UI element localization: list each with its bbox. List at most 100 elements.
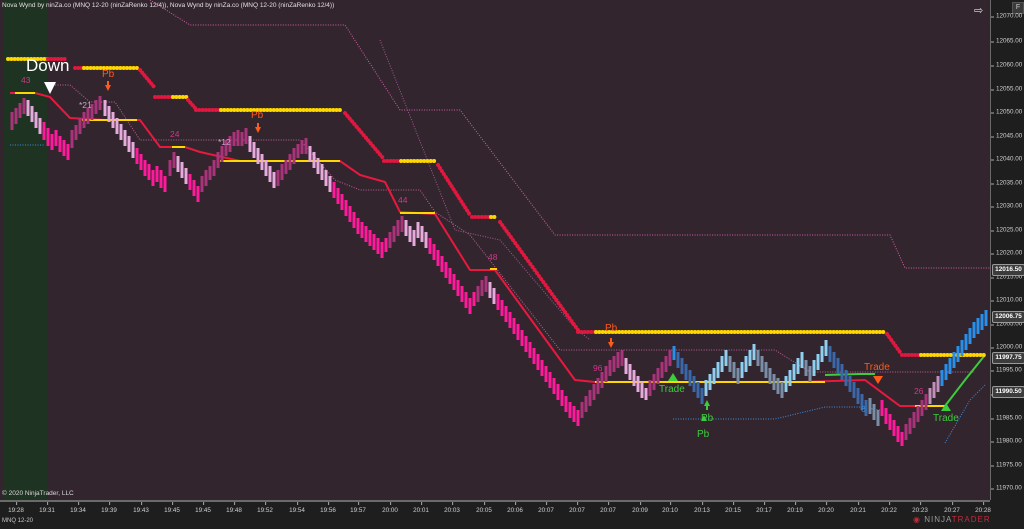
y-tick: 11980.00 [991, 437, 1022, 445]
y-tick: 12035.00 [990, 179, 1023, 187]
trend-line [10, 92, 945, 407]
pb-label: Pb [251, 110, 264, 121]
x-tick: 19:45 [195, 502, 211, 514]
price-marker: 12016.50 [992, 264, 1024, 276]
x-tick: 19:54 [289, 502, 305, 514]
trade-up-arrow-icon [668, 373, 678, 381]
trade-label: Trade [659, 384, 685, 395]
count-label: 26 [914, 386, 924, 396]
x-tick: 20:07 [569, 502, 585, 514]
x-tick: 20:15 [725, 502, 741, 514]
y-tick: 11970.00 [991, 484, 1022, 492]
count-label: 43 [21, 75, 31, 85]
chart-panel[interactable]: Nova Wynd by ninZa.co (MNQ 12-20 (ninZaR… [0, 0, 990, 500]
x-tick: 20:10 [662, 502, 678, 514]
count-label: 6 [861, 404, 866, 414]
count-label: 44 [398, 195, 408, 205]
pb-up-arrow-icon [701, 415, 707, 421]
count-label: *12 [218, 137, 231, 147]
count-label: 48 [488, 252, 498, 262]
y-tick: 12070.00 [990, 12, 1023, 20]
mid-band [50, 84, 975, 373]
y-tick: 12025.00 [990, 226, 1023, 234]
y-tick: 12055.00 [990, 85, 1023, 93]
ninjatrader-logo: ◉ NINJATRADER [913, 515, 991, 524]
x-tick: 20:09 [632, 502, 648, 514]
price-marker: 12006.75 [992, 311, 1024, 323]
x-tick: 19:57 [350, 502, 366, 514]
time-axis[interactable] [0, 500, 990, 529]
x-tick: 19:52 [257, 502, 273, 514]
y-tick: 12015.00 [990, 273, 1023, 281]
x-tick: 20:05 [476, 502, 492, 514]
chart-title: Nova Wynd by ninZa.co (MNQ 12-20 (ninZaR… [2, 2, 335, 9]
x-tick: 20:07 [600, 502, 616, 514]
x-tick: 19:34 [70, 502, 86, 514]
x-tick: 20:03 [444, 502, 460, 514]
trailing-stop-dots [6, 57, 989, 357]
price-marker: 11990.50 [992, 386, 1024, 398]
count-label: *21 [79, 100, 92, 110]
x-tick: 20:00 [382, 502, 398, 514]
x-tick: 20:23 [912, 502, 928, 514]
y-tick: 12030.00 [990, 202, 1023, 210]
chart-canvas [6, 0, 990, 446]
x-tick: 20:07 [538, 502, 554, 514]
down-arrow-icon [44, 82, 56, 94]
pb-label: Pb [605, 323, 618, 334]
x-tick: 19:45 [164, 502, 180, 514]
x-tick: 19:56 [320, 502, 336, 514]
y-tick: 12040.00 [990, 155, 1023, 163]
down-label: Down [26, 56, 70, 75]
x-tick: 20:20 [818, 502, 834, 514]
trade-label: Trade [864, 362, 890, 373]
x-tick: 19:28 [8, 502, 24, 514]
y-tick: 11995.00 [991, 366, 1022, 374]
trade-down-arrow-icon [873, 376, 883, 384]
y-tick: 12000.00 [990, 343, 1023, 351]
copyright: © 2020 NinjaTrader, LLC [2, 490, 74, 497]
y-tick: 12045.00 [990, 132, 1023, 140]
y-tick: 11975.00 [991, 461, 1022, 469]
pb-label: Pb [102, 69, 115, 80]
session-shade [4, 0, 47, 500]
upper-band [149, 0, 990, 269]
x-tick: 20:27 [944, 502, 960, 514]
count-label: 24 [170, 129, 180, 139]
x-tick: 19:48 [226, 502, 242, 514]
pb-arrow-icon [608, 342, 614, 348]
x-tick: 19:39 [101, 502, 117, 514]
x-tick: 20:06 [507, 502, 523, 514]
y-tick: 12005.00 [990, 320, 1023, 328]
pb-arrow-icon [105, 85, 111, 91]
pb-label: Pb [697, 429, 710, 440]
y-tick: 12010.00 [990, 296, 1023, 304]
scroll-right-icon[interactable]: ⇨ [974, 5, 984, 17]
x-tick: 20:22 [881, 502, 897, 514]
x-tick: 19:31 [39, 502, 55, 514]
pb-label: Pb [701, 413, 714, 424]
price-axis[interactable] [990, 0, 1024, 500]
trade-up-arrow-icon [941, 403, 951, 411]
y-tick: 12060.00 [990, 61, 1023, 69]
y-tick: 11985.00 [991, 414, 1022, 422]
x-tick: 20:13 [694, 502, 710, 514]
x-tick: 20:28 [975, 502, 991, 514]
x-tick: 20:17 [756, 502, 772, 514]
price-bars [10, 96, 988, 446]
logo-icon: ◉ [913, 515, 921, 524]
x-tick: 20:01 [413, 502, 429, 514]
lower-band [379, 39, 591, 341]
trade-label: Trade [933, 413, 959, 424]
pb-up-arrow-icon [704, 400, 710, 406]
pb-arrow-icon [255, 127, 261, 133]
price-marker: 11997.75 [992, 352, 1024, 364]
count-label: 96 [593, 363, 603, 373]
instrument-label: MNQ 12-20 [2, 518, 34, 524]
y-tick: 12050.00 [990, 108, 1023, 116]
y-tick: 12020.00 [990, 249, 1023, 257]
y-tick: 12065.00 [990, 37, 1023, 45]
x-tick: 19:43 [133, 502, 149, 514]
x-tick: 20:19 [787, 502, 803, 514]
x-tick: 20:21 [850, 502, 866, 514]
